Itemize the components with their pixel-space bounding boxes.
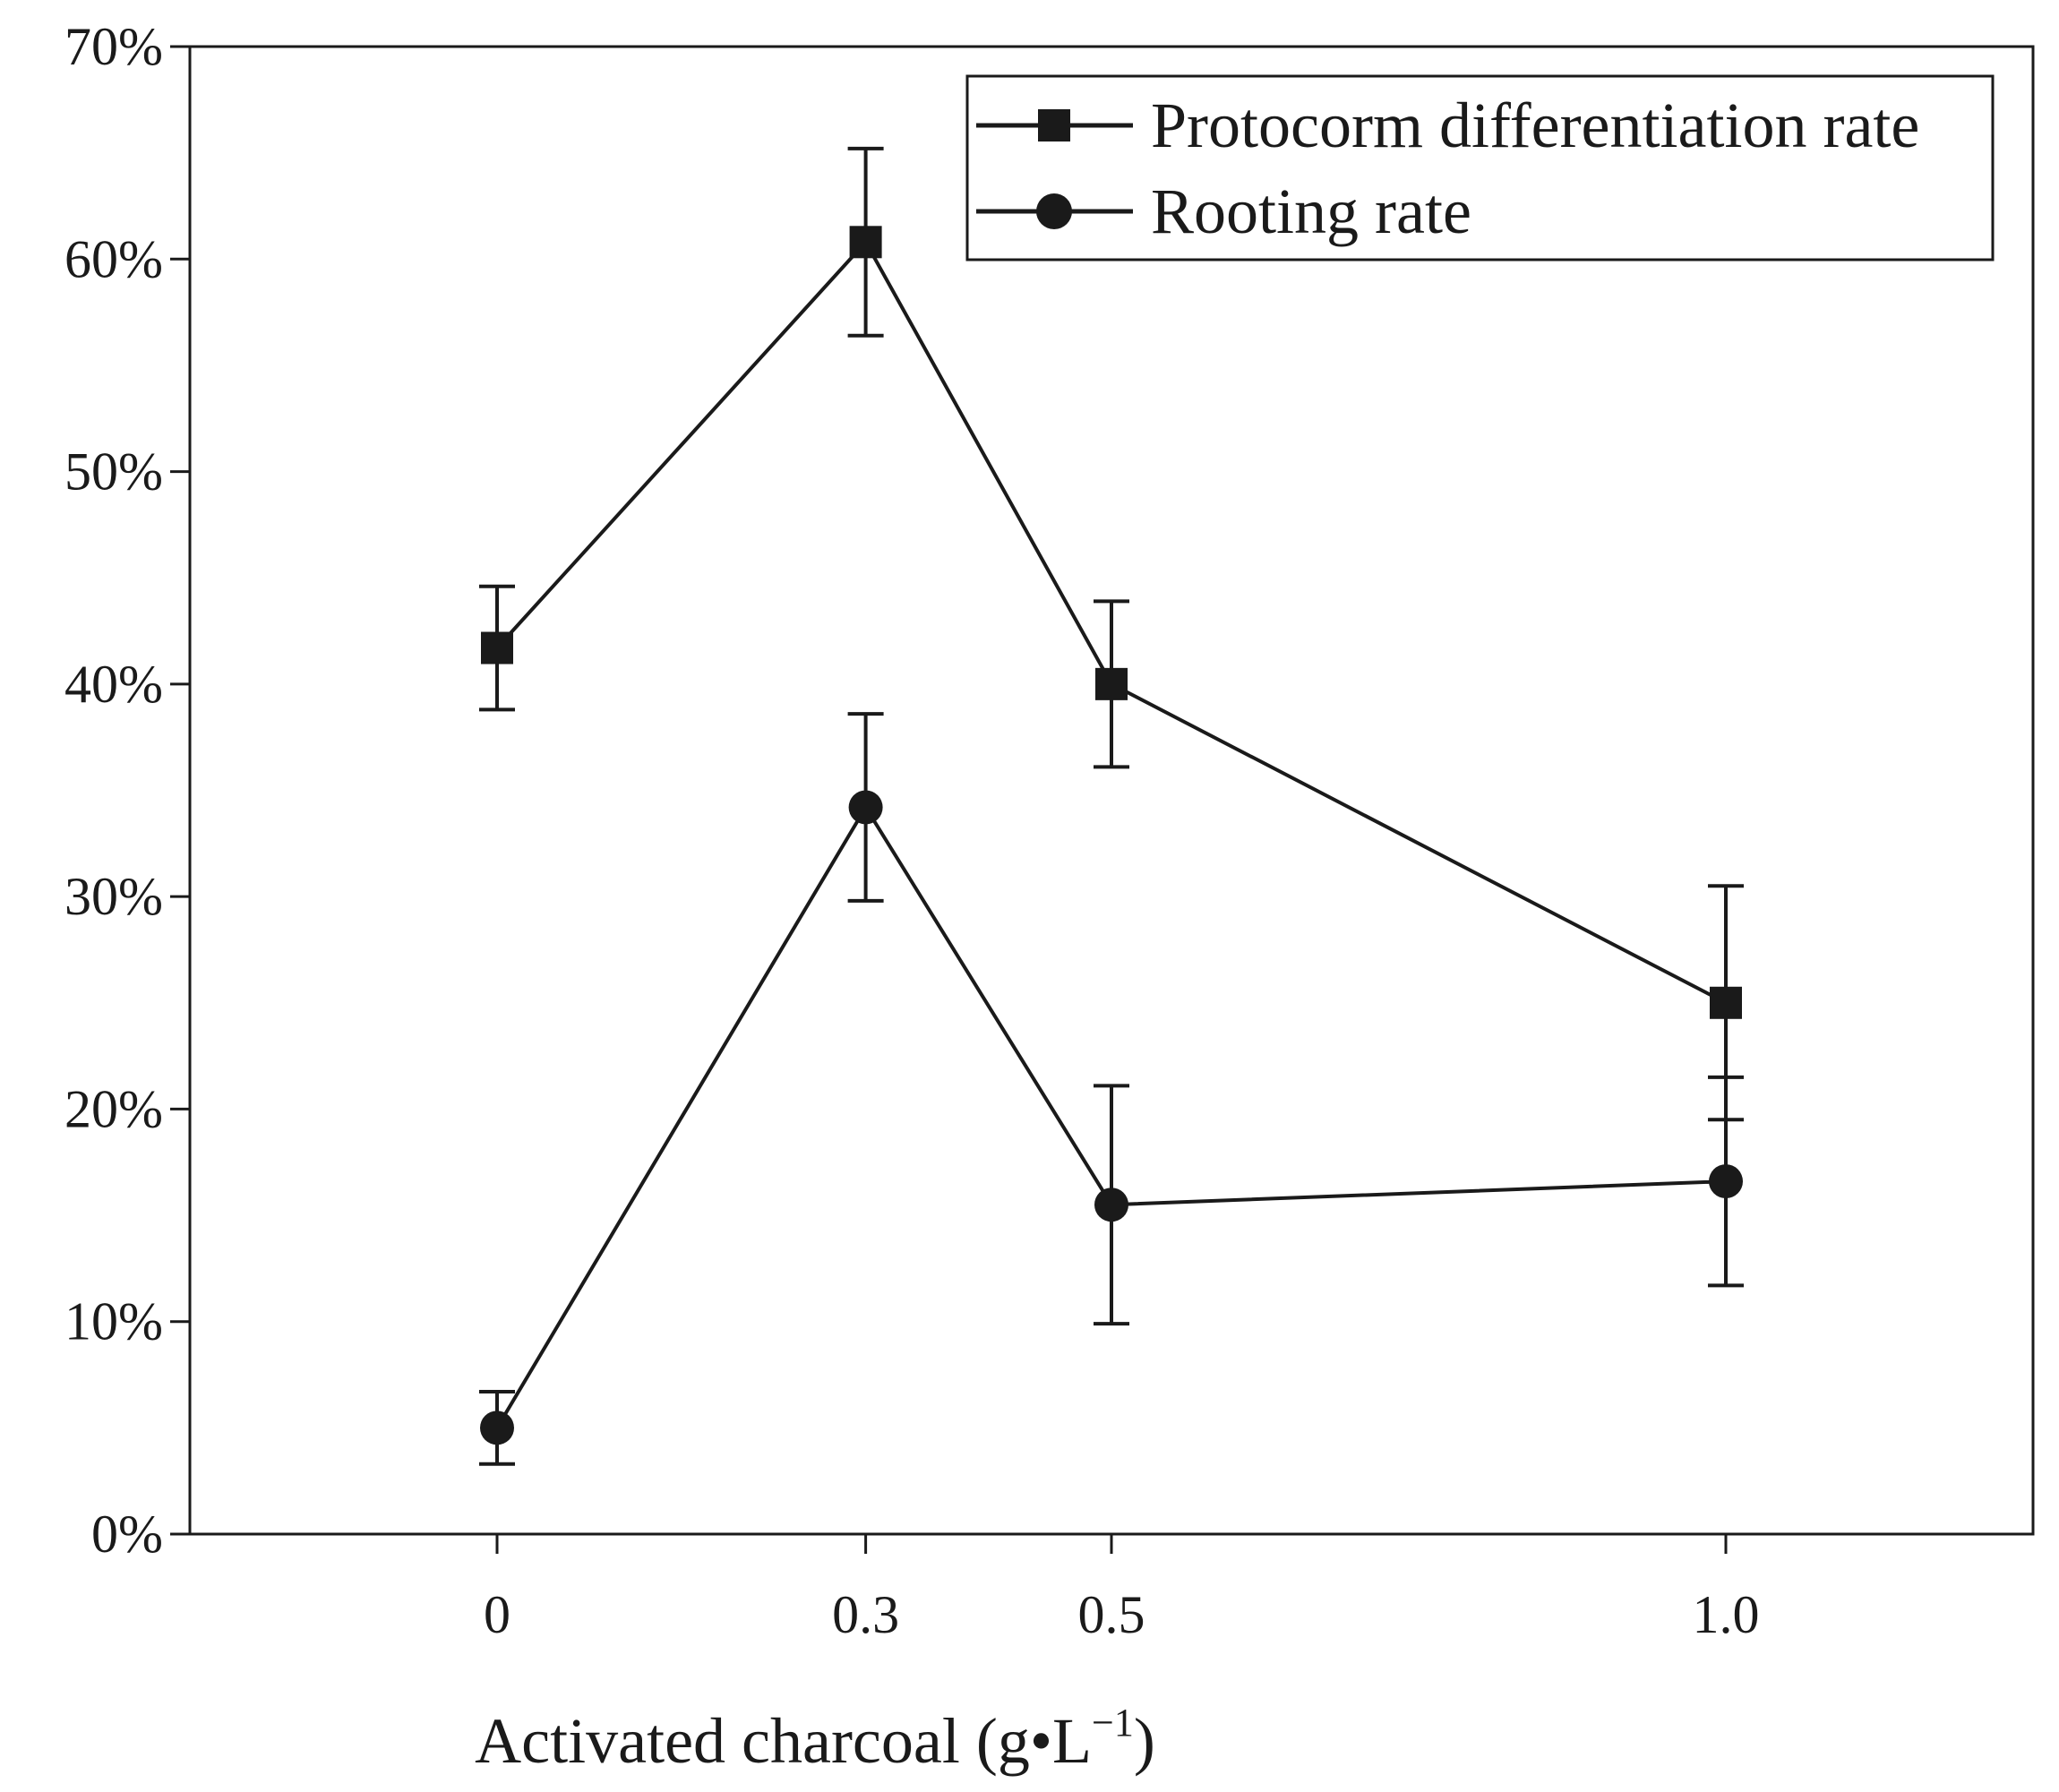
data-point-circle	[480, 1410, 514, 1445]
legend-label-protocorm: Protocorm differentiation rate	[1151, 90, 1919, 161]
y-tick-label: 30%	[64, 867, 163, 926]
y-tick-label: 10%	[64, 1292, 163, 1351]
y-tick-label: 60%	[64, 229, 163, 288]
legend-marker-circle-icon	[1036, 193, 1072, 229]
series-rooting	[479, 712, 1744, 1466]
data-point-circle	[1709, 1164, 1743, 1199]
x-axis-title: Activated charcoal (g•L−1)	[475, 1701, 1155, 1777]
x-tick-label: 0.5	[1078, 1585, 1145, 1644]
axis-ticks: 0% 10% 20% 30% 40% 50% 60% 70% 0 0.3 0.5 1.0	[64, 17, 1759, 1644]
series-layer	[479, 146, 1744, 1466]
legend-label-rooting: Rooting rate	[1151, 176, 1471, 247]
data-point-square	[849, 226, 882, 259]
data-point-square	[1710, 986, 1742, 1019]
y-tick-label: 40%	[64, 655, 163, 714]
series-protocorm-differentiation	[479, 146, 1744, 1122]
legend-marker-square-icon	[1038, 109, 1070, 141]
data-point-circle	[1094, 1188, 1128, 1222]
data-point-square	[1095, 667, 1128, 700]
series-line	[495, 238, 1727, 1005]
x-tick-label: 0	[484, 1585, 510, 1644]
y-tick-label: 0%	[91, 1505, 163, 1564]
legend-box	[965, 74, 1995, 262]
y-tick-label: 70%	[64, 17, 163, 76]
data-point-circle	[848, 790, 883, 825]
x-tick-label: 0.3	[832, 1585, 899, 1644]
legend: Protocorm differentiation rate Rooting r…	[965, 74, 1995, 262]
y-tick-label: 20%	[64, 1079, 163, 1138]
series-line	[495, 803, 1727, 1429]
y-tick-label: 50%	[64, 442, 163, 502]
x-tick-label: 1.0	[1693, 1585, 1760, 1644]
data-point-square	[481, 631, 513, 664]
